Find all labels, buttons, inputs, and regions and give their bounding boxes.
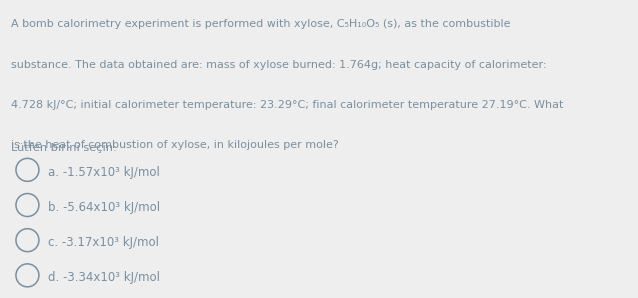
Text: d. -3.34x10³ kJ/mol: d. -3.34x10³ kJ/mol [48,271,160,285]
Text: a. -1.57x10³ kJ/mol: a. -1.57x10³ kJ/mol [48,166,160,179]
Text: is the heat of combustion of xylose, in kilojoules per mole?: is the heat of combustion of xylose, in … [11,140,339,150]
Text: Lütfen birini seçin:: Lütfen birini seçin: [11,143,117,153]
Text: substance. The data obtained are: mass of xylose burned: 1.764g; heat capacity o: substance. The data obtained are: mass o… [11,60,547,70]
Text: 4.728 kJ/°C; initial calorimeter temperature: 23.29°C; final calorimeter tempera: 4.728 kJ/°C; initial calorimeter tempera… [11,100,564,110]
Text: A bomb calorimetry experiment is performed with xylose, C₅H₁₀O₅ (s), as the comb: A bomb calorimetry experiment is perform… [11,19,511,30]
Text: b. -5.64x10³ kJ/mol: b. -5.64x10³ kJ/mol [48,201,160,214]
Text: c. -3.17x10³ kJ/mol: c. -3.17x10³ kJ/mol [48,236,159,249]
